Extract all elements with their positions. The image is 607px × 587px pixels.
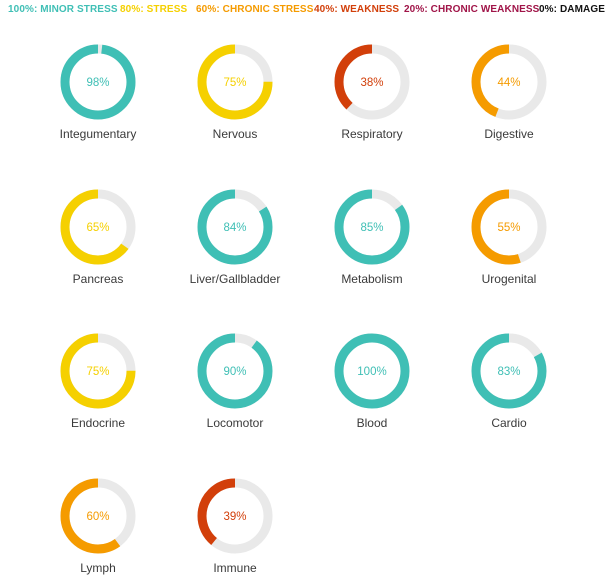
donut-ring: 65% (60, 189, 136, 265)
donut-ring: 84% (197, 189, 273, 265)
donut-arc (334, 189, 410, 265)
donut-metabolism: 85% Metabolism (302, 187, 442, 286)
donut-arc (471, 189, 547, 265)
donut-liver-gallbladder: 84% Liver/Gallbladder (165, 187, 305, 286)
donut-arc (60, 333, 136, 409)
donut-integumentary: 98% Integumentary (28, 42, 168, 141)
donut-category-label: Digestive (484, 127, 534, 141)
donut-category-label: Metabolism (341, 272, 403, 286)
donut-category-label: Nervous (212, 127, 258, 141)
donut-ring: 55% (471, 189, 547, 265)
donut-arc (471, 44, 547, 120)
donut-ring: 60% (60, 478, 136, 554)
donut-ring: 83% (471, 333, 547, 409)
donut-arc (197, 44, 273, 120)
donut-arc (60, 189, 136, 265)
donut-value-label: 60% (86, 511, 109, 523)
legend-weakness: 40%: WEAKNESS (314, 4, 400, 15)
donut-ring: 75% (60, 333, 136, 409)
donut-category-label: Lymph (80, 561, 116, 575)
donut-value-label: 39% (223, 511, 246, 523)
donut-arc (197, 189, 273, 265)
donut-ring: 44% (471, 44, 547, 120)
donut-ring: 100% (334, 333, 410, 409)
donut-category-label: Blood (356, 416, 388, 430)
donut-category-label: Cardio (491, 416, 527, 430)
legend-minor-stress: 100%: MINOR STRESS (8, 4, 118, 15)
legend-chronic-stress: 60%: CHRONIC STRESS (196, 4, 314, 15)
donut-ring: 38% (334, 44, 410, 120)
donut-ring: 85% (334, 189, 410, 265)
legend-damage: 0%: DAMAGE (539, 4, 606, 15)
legend-chronic-weakness: 20%: CHRONIC WEAKNESS (404, 4, 540, 15)
donut-value-label: 44% (497, 77, 520, 89)
donut-cardio: 83% Cardio (439, 331, 579, 430)
donut-value-label: 65% (86, 222, 109, 234)
donut-arc (197, 478, 273, 554)
donut-category-label: Liver/Gallbladder (189, 272, 281, 286)
donut-arc (334, 44, 410, 120)
donut-nervous: 75% Nervous (165, 42, 305, 141)
donut-arc (334, 333, 410, 409)
donut-category-label: Integumentary (59, 127, 137, 141)
donut-pancreas: 65% Pancreas (28, 187, 168, 286)
donut-category-label: Locomotor (206, 416, 264, 430)
donut-arc (60, 478, 136, 554)
donut-ring: 90% (197, 333, 273, 409)
donut-value-label: 85% (360, 222, 383, 234)
donut-locomotor: 90% Locomotor (165, 331, 305, 430)
donut-value-label: 75% (86, 366, 109, 378)
donut-value-label: 55% (497, 222, 520, 234)
donut-ring: 75% (197, 44, 273, 120)
donut-endocrine: 75% Endocrine (28, 331, 168, 430)
donut-value-label: 98% (86, 77, 109, 89)
donut-category-label: Respiratory (341, 127, 403, 141)
donut-ring: 98% (60, 44, 136, 120)
donut-arc (197, 333, 273, 409)
donut-respiratory: 38% Respiratory (302, 42, 442, 141)
donut-value-label: 90% (223, 366, 246, 378)
donut-digestive: 44% Digestive (439, 42, 579, 141)
legend-stress: 80%: STRESS (120, 4, 188, 15)
donut-value-label: 100% (357, 366, 386, 378)
donut-arc (471, 333, 547, 409)
donut-urogenital: 55% Urogenital (439, 187, 579, 286)
donut-blood: 100% Blood (302, 331, 442, 430)
legend: 100%: MINOR STRESS 80%: STRESS 60%: CHRO… (8, 4, 606, 18)
donut-category-label: Immune (213, 561, 257, 575)
donut-category-label: Pancreas (72, 272, 124, 286)
donut-value-label: 84% (223, 222, 246, 234)
donut-value-label: 83% (497, 366, 520, 378)
donut-ring: 39% (197, 478, 273, 554)
donut-value-label: 75% (223, 77, 246, 89)
donut-arc (60, 44, 136, 120)
donut-immune: 39% Immune (165, 476, 305, 575)
donut-value-label: 38% (360, 77, 383, 89)
donut-category-label: Urogenital (481, 272, 537, 286)
donut-category-label: Endocrine (70, 416, 126, 430)
donut-lymph: 60% Lymph (28, 476, 168, 575)
